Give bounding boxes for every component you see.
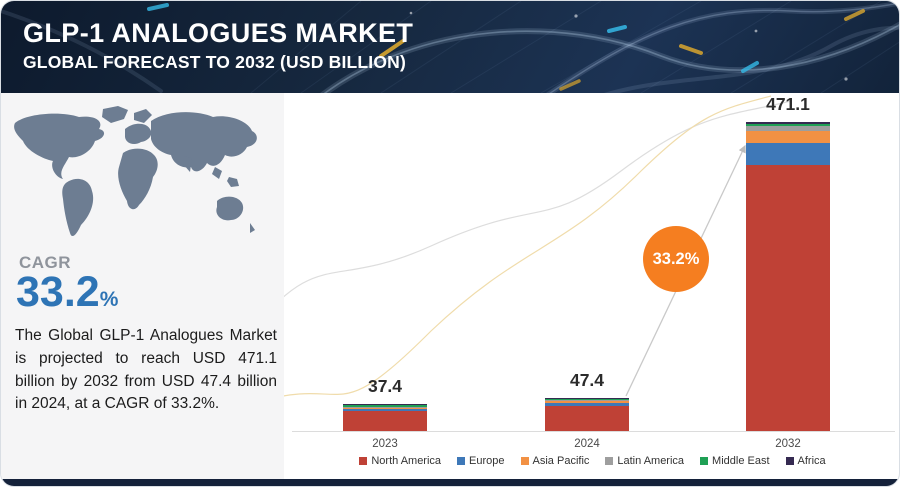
bottom-accent-bar (1, 479, 899, 486)
bar-2023 (343, 404, 427, 431)
bar-value-label: 471.1 (766, 93, 810, 114)
world-map (7, 101, 277, 251)
cagr-bubble: 33.2% (643, 226, 709, 292)
legend-swatch (605, 457, 614, 465)
legend-swatch (785, 457, 794, 465)
legend-item-asia-pacific: Asia Pacific (520, 455, 590, 467)
legend-label: Asia Pacific (532, 455, 590, 467)
header-banner: GLP-1 ANALOGUES MARKET GLOBAL FORECAST T… (1, 1, 899, 93)
legend-item-europe: Europe (457, 455, 505, 467)
cagr-percent-sign: % (99, 288, 119, 311)
bar-2032 (746, 122, 830, 431)
page-subtitle: GLOBAL FORECAST TO 2032 (USD BILLION) (23, 51, 407, 72)
bar-2024 (545, 397, 629, 431)
legend-swatch (457, 457, 466, 465)
header-glow-dots (409, 11, 848, 81)
cagr-number: 33.2 (16, 268, 100, 316)
legend-swatch (520, 457, 529, 465)
legend-item-latin-america: Latin America (605, 455, 684, 467)
legend-item-middle-east: Middle East (700, 455, 770, 467)
summary-sidebar: CAGR 33.2% The Global GLP-1 Analogues Ma… (1, 93, 284, 482)
bar-value-label: 37.4 (367, 376, 403, 397)
legend-item-africa: Africa (785, 455, 826, 467)
header-fiber-curves (1, 1, 899, 93)
legend-label: Africa (797, 455, 826, 467)
legend-label: Middle East (712, 455, 770, 467)
x-axis-tick-label: 2032 (775, 438, 801, 450)
x-axis-tick-label: 2024 (574, 438, 600, 450)
bar-segment-asia-pacific (746, 130, 830, 143)
x-axis-line (292, 431, 895, 432)
header-network-decoration (1, 1, 899, 93)
bar-segment-north-america (545, 405, 629, 431)
legend-swatch (359, 457, 368, 465)
world-map-graphic (14, 106, 257, 237)
bar-value-label: 47.4 (569, 369, 605, 390)
bar-segment-europe (746, 142, 830, 165)
title-block: GLP-1 ANALOGUES MARKET GLOBAL FORECAST T… (23, 18, 414, 73)
market-summary-text: The Global GLP-1 Analogues Market is pro… (15, 327, 277, 413)
legend-label: Latin America (617, 455, 685, 467)
legend-label: North America (371, 455, 442, 467)
legend-label: Europe (469, 455, 505, 467)
bar-segment-north-america (746, 164, 830, 431)
bar-segment-north-america (343, 411, 427, 431)
page-title: GLP-1 ANALOGUES MARKET (23, 18, 414, 48)
cagr-value: 33.2% (16, 268, 119, 316)
legend-swatch (700, 457, 709, 465)
header-grid-lines (250, 1, 899, 93)
x-axis-tick-label: 2023 (372, 438, 398, 450)
legend-item-north-america: North America (359, 455, 441, 467)
chart-legend: North America Europe Asia Pacific Latin Ame… (284, 455, 899, 467)
bar-chart: 37.4 2023 47.4 2024 471.1 2032 33.2% North Am… (284, 93, 899, 482)
